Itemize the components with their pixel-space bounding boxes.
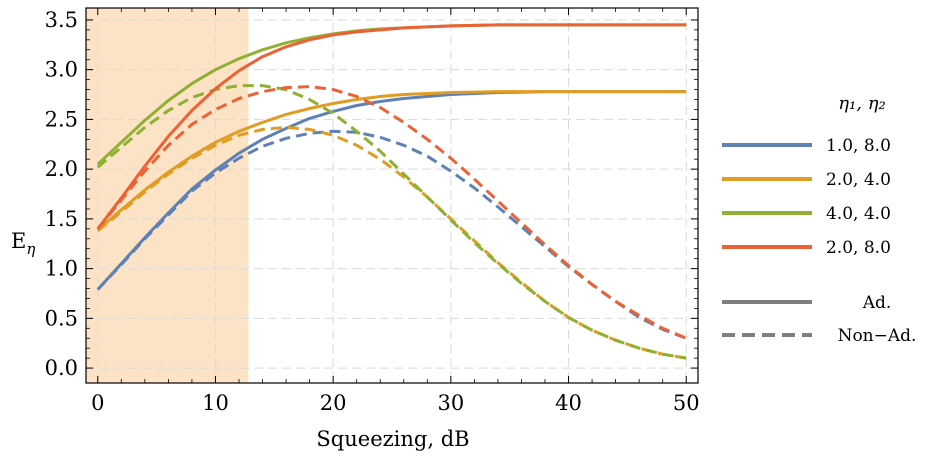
plot-background-layer	[86, 8, 249, 383]
legend-entry-label: 2.0, 4.0	[826, 170, 891, 190]
grid-layer	[86, 8, 698, 383]
y-axis-label-main: E	[11, 229, 26, 253]
legend-entry-label: 2.0, 8.0	[826, 238, 891, 258]
x-tick-label: 50	[673, 391, 700, 415]
plot-frame-layer	[85, 7, 699, 384]
plot-frame	[85, 7, 699, 384]
y-tick-label: 2.5	[45, 107, 78, 131]
y-tick-label: 1.5	[45, 207, 78, 231]
legend-title: η₁, η₂	[838, 93, 885, 114]
series-line-2-0--8-0-non-ad	[96, 85, 687, 340]
x-axis-label: Squeezing, dB	[316, 427, 469, 451]
series-line-4-0--4-0-non-ad	[96, 84, 687, 360]
legend-entry-label: 4.0, 4.0	[826, 204, 891, 224]
series-line-2-0--8-0-ad	[96, 23, 687, 230]
y-tick-label: 0.0	[45, 356, 78, 380]
series-layer	[96, 23, 687, 360]
y-axis-label-subscript: η	[26, 240, 35, 258]
legend-entry-label: 1.0, 8.0	[826, 136, 891, 156]
shaded-region	[86, 8, 249, 383]
y-tick-label: 1.0	[45, 257, 78, 281]
y-tick-label: 0.5	[45, 306, 78, 330]
y-axis-label: Eη	[11, 229, 35, 258]
x-tick-label: 0	[91, 391, 104, 415]
legend-style-label: Non−Ad.	[838, 326, 917, 346]
y-tick-label: 2.0	[45, 157, 78, 181]
legend-style-label: Ad.	[862, 293, 892, 313]
x-tick-label: 30	[437, 391, 464, 415]
x-tick-label: 20	[320, 391, 347, 415]
series-line-2-0--4-0-ad	[96, 90, 687, 231]
x-tick-label: 10	[202, 391, 229, 415]
x-tick-label: 40	[555, 391, 582, 415]
legend: η₁, η₂ 1.0, 8.0 2.0, 4.0 4.0, 4.0 2.0, 8.0 A…	[722, 93, 916, 346]
y-tick-label: 3.5	[45, 8, 78, 32]
tick-layer: 0 10 20 30 40 50 0.0 0.5 1.0 1.5 2.0 2.5 3.0 3.5	[45, 8, 700, 415]
y-tick-label: 3.0	[45, 58, 78, 82]
